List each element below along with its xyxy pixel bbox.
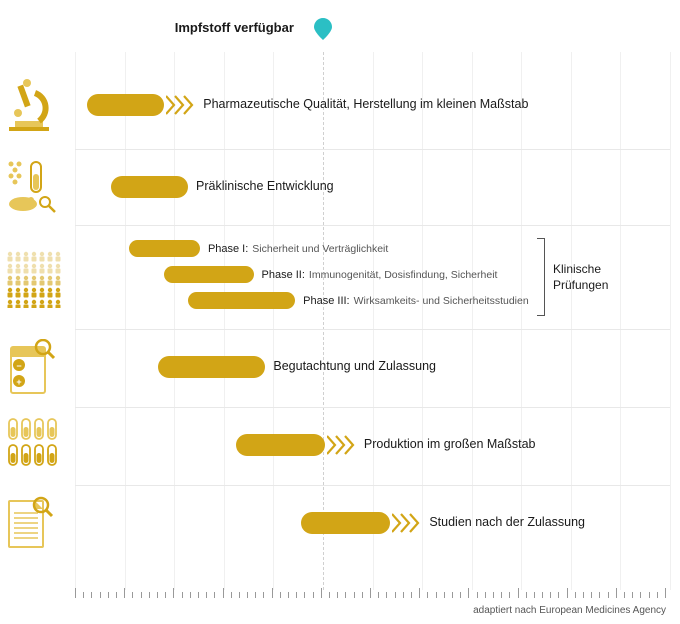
- phase-row-r6: Studien nach der Zulassung: [75, 486, 670, 564]
- phase-bar: [301, 512, 390, 534]
- chevrons-icon: [392, 512, 424, 534]
- phase-bar: [87, 94, 164, 116]
- chevrons-icon: [327, 434, 359, 456]
- phase-label: Produktion im großen Maßstab: [364, 437, 536, 451]
- phase-bar: [236, 434, 325, 456]
- phase-label: Phase III:Wirksamkeits- und Sicherheitss…: [303, 295, 529, 307]
- phase-row-r3: Phase I:Sicherheit und Verträglichkeit Ph…: [75, 226, 670, 330]
- header-label: Impfstoff verfügbar: [175, 20, 294, 35]
- clinical-bracket: [537, 238, 545, 316]
- phase-label: Begutachtung und Zulassung: [273, 359, 436, 373]
- phase-bar: [129, 240, 200, 257]
- tubes-icon: [5, 417, 65, 477]
- phase-label: Phase II:Immunogenität, Dosisfindung, Si…: [262, 269, 498, 281]
- clinical-bracket-label: KlinischePrüfungen: [553, 262, 608, 293]
- document-icon: [5, 495, 65, 555]
- phase-label: Studien nach der Zulassung: [429, 515, 585, 529]
- phase-row-r5: Produktion im großen Maßstab: [75, 408, 670, 486]
- phase-bar: [164, 266, 253, 283]
- clinic-icon: [5, 248, 65, 308]
- phase-bar: [158, 356, 265, 378]
- microscope-icon: [5, 77, 65, 137]
- svg-text:−: −: [16, 361, 21, 371]
- time-ruler: [75, 586, 665, 598]
- svg-text:+: +: [16, 377, 21, 387]
- clipboard-icon: − +: [5, 339, 65, 399]
- credit-text: adaptiert nach European Medicines Agency: [473, 605, 666, 616]
- phase-label: Pharmazeutische Qualität, Herstellung im…: [203, 97, 528, 111]
- chevrons-icon: [166, 94, 198, 116]
- availability-marker: [314, 18, 332, 40]
- phase-row-r4: − + Begutachtung und Zulassung: [75, 330, 670, 408]
- phase-row-r1: Pharmazeutische Qualität, Herstellung im…: [75, 64, 670, 150]
- phase-bar: [188, 292, 295, 309]
- phase-bar: [111, 176, 188, 198]
- phase-label: Phase I:Sicherheit und Verträglichkeit: [208, 243, 388, 255]
- phase-row-r2: Präklinische Entwicklung: [75, 150, 670, 226]
- phase-label: Präklinische Entwicklung: [196, 179, 334, 193]
- preclinic-icon: [5, 158, 65, 218]
